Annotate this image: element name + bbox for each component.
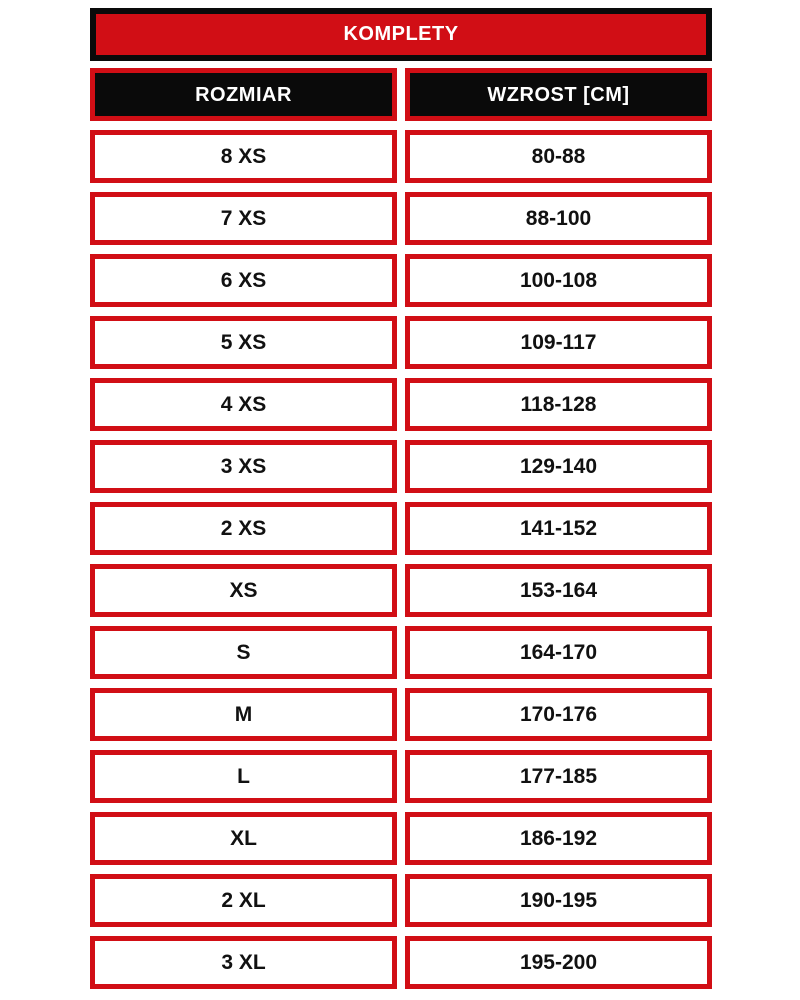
height-cell: 100-108 [405, 254, 712, 307]
size-cell: 4 XS [90, 378, 397, 431]
size-cell: 5 XS [90, 316, 397, 369]
column-header-wzrost: WZROST [CM] [405, 68, 712, 121]
height-cell: 80-88 [405, 130, 712, 183]
size-cell: 6 XS [90, 254, 397, 307]
column-header-rozmiar: ROZMIAR [90, 68, 397, 121]
size-chart: KOMPLETY ROZMIAR WZROST [CM] 8 XS 80-88 … [90, 8, 712, 989]
table-title: KOMPLETY [343, 23, 459, 45]
height-cell: 164-170 [405, 626, 712, 679]
size-cell: XS [90, 564, 397, 617]
height-cell: 195-200 [405, 936, 712, 989]
height-cell: 141-152 [405, 502, 712, 555]
height-cell: 118-128 [405, 378, 712, 431]
height-cell: 177-185 [405, 750, 712, 803]
size-cell: M [90, 688, 397, 741]
height-cell: 109-117 [405, 316, 712, 369]
size-cell: 3 XL [90, 936, 397, 989]
size-cell: 3 XS [90, 440, 397, 493]
size-cell: L [90, 750, 397, 803]
table-title-banner: KOMPLETY [90, 8, 712, 61]
height-cell: 153-164 [405, 564, 712, 617]
size-cell: 7 XS [90, 192, 397, 245]
size-table: ROZMIAR WZROST [CM] 8 XS 80-88 7 XS 88-1… [90, 68, 712, 989]
size-cell: 2 XL [90, 874, 397, 927]
height-cell: 129-140 [405, 440, 712, 493]
size-cell: 2 XS [90, 502, 397, 555]
height-cell: 190-195 [405, 874, 712, 927]
size-cell: 8 XS [90, 130, 397, 183]
size-cell: S [90, 626, 397, 679]
height-cell: 170-176 [405, 688, 712, 741]
size-cell: XL [90, 812, 397, 865]
height-cell: 186-192 [405, 812, 712, 865]
height-cell: 88-100 [405, 192, 712, 245]
